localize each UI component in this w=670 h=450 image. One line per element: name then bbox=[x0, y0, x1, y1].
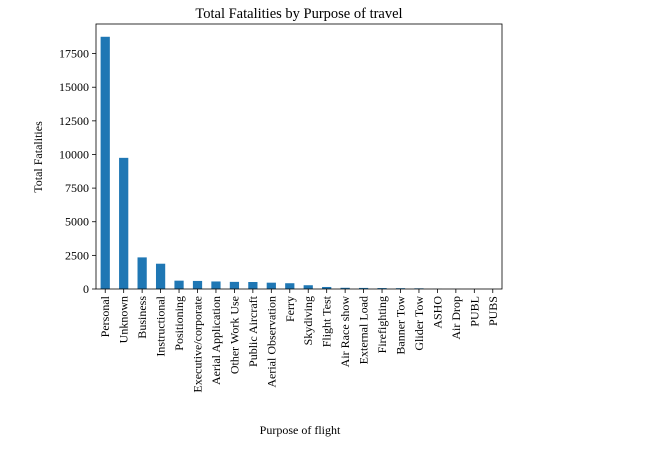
bar-instructional bbox=[156, 264, 165, 289]
plot-frame bbox=[96, 24, 502, 289]
x-tick-label: Positioning bbox=[172, 296, 186, 351]
x-axis-label: Purpose of flight bbox=[260, 423, 341, 437]
y-tick-label: 5000 bbox=[65, 215, 89, 229]
bars-group bbox=[101, 37, 498, 289]
x-tick-label: Skydiving bbox=[301, 296, 315, 345]
bar-unknown bbox=[119, 158, 128, 289]
x-tick-label: PUBL bbox=[467, 296, 481, 327]
y-tick-label: 15000 bbox=[59, 80, 89, 94]
x-tick-label: Personal bbox=[98, 295, 112, 337]
x-tick-label: Firefighting bbox=[375, 296, 389, 353]
x-tick-label: Unknown bbox=[117, 296, 131, 343]
x-tick-label: Business bbox=[135, 296, 149, 339]
y-tick-label: 10000 bbox=[59, 147, 89, 161]
x-tick-label: Aerial Observation bbox=[264, 296, 278, 388]
x-tick-label: Ferry bbox=[283, 296, 297, 322]
x-tick-label: External Load bbox=[357, 296, 371, 364]
bar-public-aircraft bbox=[248, 282, 257, 289]
x-tick-label: ASHO bbox=[430, 296, 444, 329]
chart-title: Total Fatalities by Purpose of travel bbox=[195, 6, 402, 22]
x-tick-label: Aerial Application bbox=[209, 296, 223, 385]
x-tick-label: Banner Tow bbox=[394, 296, 408, 355]
bar-ferry bbox=[285, 283, 294, 289]
y-axis-label: Total Fatalities bbox=[31, 121, 45, 193]
bar-personal bbox=[101, 37, 110, 289]
x-tick-label: Air Drop bbox=[449, 296, 463, 340]
x-tick-label: Air Race show bbox=[338, 296, 352, 368]
bar-aerial-application bbox=[211, 281, 220, 289]
bar-business bbox=[138, 257, 147, 289]
y-axis: 0 2500 5000 7500 10000 12500 15000 17500 bbox=[59, 47, 96, 296]
bar-aerial-observation bbox=[267, 283, 276, 289]
y-tick-label: 12500 bbox=[59, 114, 89, 128]
y-tick-label: 7500 bbox=[65, 181, 89, 195]
x-tick-label: Public Aircraft bbox=[246, 295, 260, 367]
x-axis: Personal Unknown Business Instructional Posi… bbox=[98, 289, 500, 393]
x-tick-label: Glider Tow bbox=[412, 296, 426, 351]
y-tick-label: 17500 bbox=[59, 47, 89, 61]
x-tick-label: Executive/corporate bbox=[191, 296, 205, 393]
y-tick-label: 2500 bbox=[65, 248, 89, 262]
bar-skydiving bbox=[304, 285, 313, 289]
y-tick-label: 0 bbox=[83, 282, 89, 296]
bar-executive-corporate bbox=[193, 281, 202, 289]
x-tick-label: PUBS bbox=[486, 296, 500, 326]
bar-other-work-use bbox=[230, 282, 239, 289]
x-tick-label: Instructional bbox=[154, 295, 168, 356]
bar-positioning bbox=[174, 281, 183, 289]
x-tick-label: Other Work Use bbox=[227, 296, 241, 374]
x-tick-label: Flight Test bbox=[320, 295, 334, 347]
